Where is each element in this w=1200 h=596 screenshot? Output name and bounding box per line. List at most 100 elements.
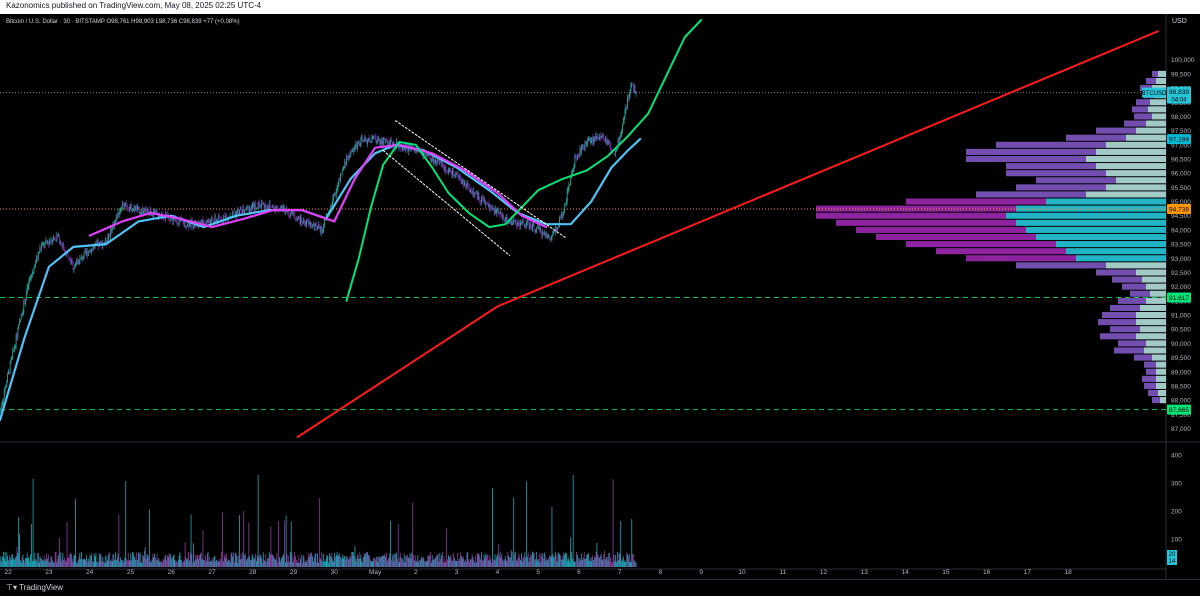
volume-profile-bar <box>1134 355 1152 361</box>
tradingview-logo[interactable]: ⊤▾ TradingView <box>6 583 63 592</box>
volume-bar <box>470 559 471 567</box>
candle-body <box>138 206 139 207</box>
candle-body <box>240 209 241 210</box>
candle-body <box>517 226 518 227</box>
volume-bar <box>114 560 115 567</box>
volume-bar <box>562 556 563 567</box>
volume-bar <box>543 559 544 567</box>
candle-body <box>451 172 452 176</box>
candle-body <box>347 157 348 158</box>
candle-body <box>11 356 12 359</box>
volume-bar <box>328 563 329 567</box>
volume-bar <box>105 555 106 567</box>
candle-body <box>557 227 558 230</box>
candle-body <box>122 203 123 210</box>
candle-body <box>51 241 52 243</box>
candle-body <box>512 222 513 224</box>
volume-bar <box>40 557 41 567</box>
volume-bar <box>62 558 63 567</box>
candle-body <box>51 241 52 242</box>
volume-bar <box>45 559 46 567</box>
candle-body <box>63 244 64 249</box>
price-chart[interactable]: Bitcoin / U.S. Dollar · 30 · BITSTAMP O9… <box>0 14 1200 579</box>
volume-bar <box>163 559 164 567</box>
volume-bar <box>69 554 70 567</box>
candle-body <box>220 217 221 218</box>
candle-body <box>323 226 324 232</box>
volume-bar <box>276 560 277 567</box>
candle-body <box>310 222 311 226</box>
volume-bar <box>401 558 402 567</box>
candle-body <box>542 232 543 235</box>
candle-body <box>27 287 28 293</box>
candle-body <box>360 140 361 143</box>
volume-bar <box>54 562 55 567</box>
volume-bar <box>357 555 358 567</box>
candle-body <box>444 167 445 171</box>
candle-body <box>360 144 361 146</box>
volume-bar <box>209 557 210 567</box>
volume-bar <box>206 561 207 567</box>
volume-bar <box>192 563 193 567</box>
volume-bar <box>360 555 361 567</box>
candle-body <box>32 273 33 275</box>
volume-bar <box>400 557 401 567</box>
volume-bar <box>334 553 335 567</box>
volume-bar <box>231 554 232 567</box>
volume-bar <box>8 560 9 567</box>
volume-bar <box>547 560 548 567</box>
volume-bar <box>426 561 427 567</box>
volume-bar <box>242 559 243 567</box>
volume-y-tick-label: 300 <box>1171 481 1182 488</box>
candle-body <box>371 142 372 143</box>
candle-body <box>304 220 305 223</box>
volume-bar <box>137 560 138 567</box>
volume-bar <box>424 561 425 567</box>
volume-bar <box>485 554 486 567</box>
volume-bar <box>141 563 142 567</box>
candle-body <box>293 212 294 214</box>
candle-body <box>49 241 50 244</box>
volume-bar <box>459 559 460 567</box>
candle-body <box>72 260 73 262</box>
volume-bar <box>585 559 586 567</box>
volume-bar <box>103 561 104 567</box>
volume-bar <box>450 557 451 567</box>
volume-bar <box>346 557 347 567</box>
moving-average-cyan <box>0 139 640 420</box>
volume-bar <box>439 553 440 567</box>
volume-profile-bar <box>1106 142 1166 148</box>
volume-bar <box>296 560 297 567</box>
candle-body <box>110 228 111 236</box>
candle-body <box>155 210 156 212</box>
volume-bar <box>406 556 407 567</box>
volume-bar <box>403 561 404 567</box>
candle-body <box>77 261 78 264</box>
candle-body <box>146 208 147 209</box>
volume-bar <box>467 552 468 567</box>
candle-body <box>586 143 587 144</box>
volume-bar <box>284 521 285 567</box>
volume-bar <box>366 552 367 567</box>
candle-body <box>331 207 332 208</box>
volume-bar <box>176 561 177 567</box>
volume-bar <box>73 556 74 567</box>
volume-bar <box>100 555 101 567</box>
candle-body <box>124 204 125 207</box>
candle-body <box>24 302 25 305</box>
volume-bar <box>527 557 528 567</box>
volume-profile-bar <box>1076 255 1166 261</box>
candle-body <box>459 176 460 179</box>
volume-bar <box>394 554 395 567</box>
volume-bar <box>34 553 35 567</box>
candle-body <box>233 212 234 214</box>
candle-body <box>524 225 525 226</box>
volume-bar <box>540 553 541 567</box>
candle-body <box>524 222 525 226</box>
candle-body <box>452 170 453 175</box>
candle-body <box>85 251 86 253</box>
volume-bar <box>598 556 599 567</box>
volume-bar <box>237 556 238 567</box>
curve-green <box>347 20 702 301</box>
volume-bar <box>529 562 530 567</box>
